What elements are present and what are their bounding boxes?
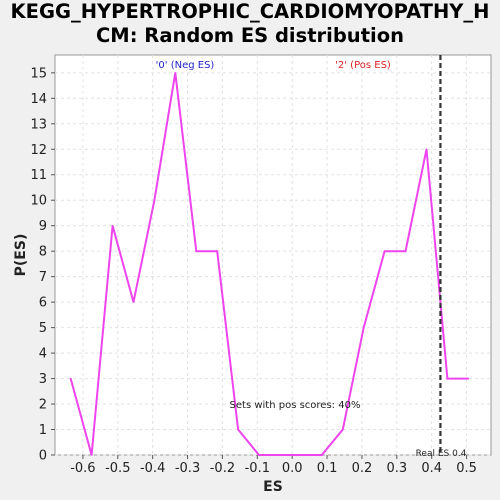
x-axis: -0.6 -0.5 -0.4 -0.3 -0.2 -0.1 0.0 0.1 0.2 0.3 0.4 0…: [70, 455, 477, 476]
data-point: [174, 72, 177, 74]
data-point: [300, 454, 302, 456]
data-point: [90, 454, 93, 456]
y-tick-label: 3: [39, 372, 47, 387]
data-point: [153, 199, 156, 202]
y-tick-label: 1: [39, 423, 47, 438]
y-tick-label: 8: [39, 245, 47, 260]
data-point: [362, 326, 365, 329]
y-tick-label: 11: [30, 168, 47, 183]
x-tick-label: -0.1: [245, 461, 270, 476]
data-point: [446, 377, 449, 380]
data-point: [69, 377, 72, 380]
data-point: [279, 454, 281, 456]
y-tick-label: 0: [39, 449, 47, 464]
x-axis-title: ES: [263, 479, 283, 495]
data-point: [467, 377, 470, 380]
y-tick-label: 9: [39, 219, 47, 234]
y-axis-title: P(ES): [13, 234, 29, 277]
data-point: [111, 224, 114, 227]
data-point: [132, 301, 135, 303]
y-tick-label: 10: [30, 194, 47, 209]
y-tick-label: 6: [39, 296, 47, 311]
data-point: [425, 148, 428, 151]
chart-title: KEGG_HYPERTROPHIC_CARDIOMYOPATHY_H CM: R…: [0, 0, 500, 48]
y-tick-label: 7: [39, 270, 47, 285]
x-tick-label: 0.1: [317, 461, 338, 476]
y-tick-label: 13: [30, 117, 47, 132]
data-point: [404, 250, 407, 252]
series-layer: [69, 72, 470, 456]
pos-scores-annotation: Sets with pos scores: 40%: [230, 400, 361, 411]
x-tick-label: -0.5: [105, 461, 130, 476]
x-tick-label: -0.4: [140, 461, 165, 476]
data-point: [237, 428, 239, 431]
grid-lines: [55, 55, 491, 456]
x-tick-label: -0.2: [210, 461, 235, 476]
y-tick-label: 4: [39, 347, 47, 362]
x-tick-label: 0.5: [456, 461, 477, 476]
x-tick-label: 0.2: [352, 461, 373, 476]
x-tick-label: 0.0: [282, 461, 303, 476]
y-tick-label: 15: [30, 66, 47, 81]
y-tick-label: 12: [30, 143, 47, 158]
data-point: [383, 250, 386, 252]
y-tick-label: 5: [39, 321, 47, 336]
y-tick-label: 2: [39, 398, 47, 413]
x-tick-label: 0.3: [386, 461, 407, 476]
pos-es-label: '2' (Pos ES): [335, 60, 391, 71]
neg-es-label: '0' (Neg ES): [156, 60, 215, 71]
data-point: [216, 250, 218, 252]
data-point: [258, 454, 260, 456]
data-point: [195, 250, 198, 252]
y-tick-label: 14: [30, 92, 47, 107]
x-tick-label: -0.6: [70, 461, 95, 476]
chart-title-line-1: KEGG_HYPERTROPHIC_CARDIOMYOPATHY_H: [10, 0, 490, 23]
data-point: [321, 454, 323, 456]
data-point: [341, 428, 344, 431]
plot-area: [54, 54, 492, 456]
series-line: [69, 72, 469, 456]
x-tick-label: -0.3: [175, 461, 200, 476]
real-es-label: Real ES 0.4: [416, 449, 467, 459]
x-tick-label: 0.4: [421, 461, 442, 476]
chart-title-line-2: CM: Random ES distribution: [96, 24, 404, 47]
